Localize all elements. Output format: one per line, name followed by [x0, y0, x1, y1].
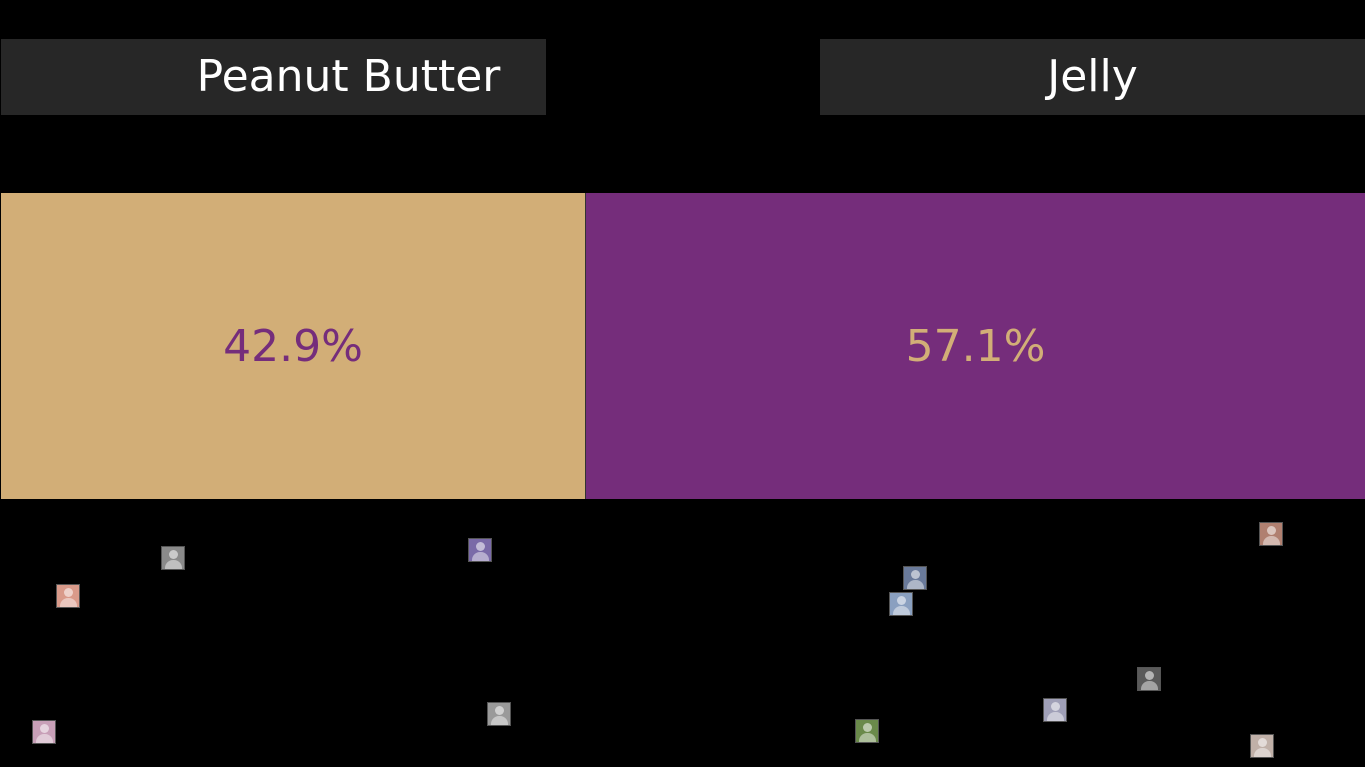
voter-avatar-right [855, 719, 879, 743]
voter-avatar-right [1250, 734, 1274, 758]
voter-avatar-left [32, 720, 56, 744]
voter-avatar-right [1043, 698, 1067, 722]
voter-avatar-right [903, 566, 927, 590]
vote-share-bar: 42.9% 57.1% [1, 193, 1365, 499]
voter-avatar-left [468, 538, 492, 562]
voter-avatar-left [161, 546, 185, 570]
voter-avatar-right [1259, 522, 1283, 546]
percent-label-peanut-butter: 42.9% [223, 320, 363, 372]
voter-avatar-right [889, 592, 913, 616]
voter-avatar-left [56, 584, 80, 608]
option-label-jelly: Jelly [1047, 51, 1138, 102]
voter-avatar-right [1137, 667, 1161, 691]
vote-bar-jelly[interactable]: 57.1% [586, 193, 1365, 499]
voter-avatars-area [0, 500, 1365, 767]
vote-bar-peanut-butter[interactable]: 42.9% [1, 193, 586, 499]
voter-avatar-left [487, 702, 511, 726]
option-label-peanut-butter: Peanut Butter [196, 51, 501, 102]
option-header-peanut-butter[interactable]: Peanut Butter [1, 39, 546, 115]
option-header-jelly[interactable]: Jelly [820, 39, 1365, 115]
percent-label-jelly: 57.1% [905, 320, 1046, 372]
